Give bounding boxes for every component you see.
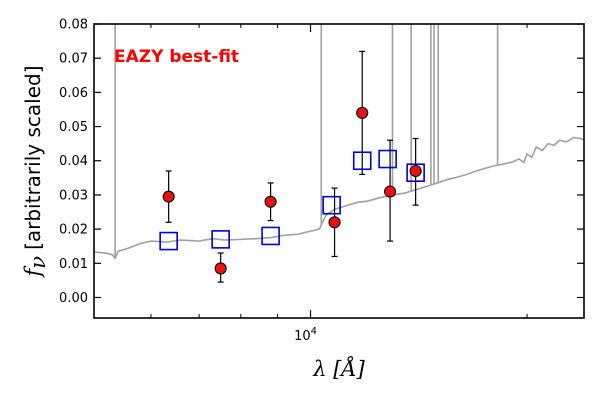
y-axis-label-subscript: ν [26,256,50,269]
y-tick-labels: 0.00 0.01 0.02 0.03 0.04 0.05 0.06 0.07 0.08 [59,18,88,306]
y-tick-label: 0.06 [59,86,88,101]
x-tick-labels: 104 [294,326,317,344]
x-axis-label: λ [Å] [312,356,365,381]
template-spectrum [94,24,584,260]
plot-area [94,24,584,283]
y-tick-label: 0.04 [59,154,88,169]
model-photometry [159,149,425,251]
x-tick-label: 104 [294,326,317,344]
observed-point [356,106,369,119]
y-axis-label-text: [arbitrarily scaled] [21,66,45,250]
model-square [406,163,425,183]
axis-ticks [93,23,584,318]
y-axis-label: fν [arbitrarily scaled] [21,66,50,279]
y-tick-label: 0.01 [59,257,88,272]
observed-photometry [162,106,422,275]
observed-point [409,164,422,178]
observed-point [328,216,341,229]
y-tick-label: 0.02 [59,223,88,238]
observed-point [214,262,227,275]
svg-text:fν[arbitrarily scaled]: fν [arbitrarily scaled] [21,66,50,279]
observed-point [384,185,397,198]
model-square [211,230,230,249]
plot-frame [93,23,585,319]
observed-point [162,190,175,203]
model-square [378,149,397,169]
y-tick-label: 0.03 [59,188,88,203]
y-axis-label-symbol: f [21,265,45,278]
model-square [322,195,341,215]
y-tick-label: 0.05 [59,120,88,135]
y-tick-label: 0.08 [59,18,88,33]
template-line [94,136,584,260]
x-tick-label-exponent: 4 [311,326,317,337]
model-square [159,231,178,251]
model-square [261,226,280,246]
annotation-eazy: EAZY best-fit [114,47,239,67]
y-tick-label: 0.07 [59,52,88,67]
x-tick-label-base: 10 [294,329,311,344]
y-tick-label: 0.00 [59,291,88,306]
model-square [352,151,372,171]
observed-point [264,195,277,208]
